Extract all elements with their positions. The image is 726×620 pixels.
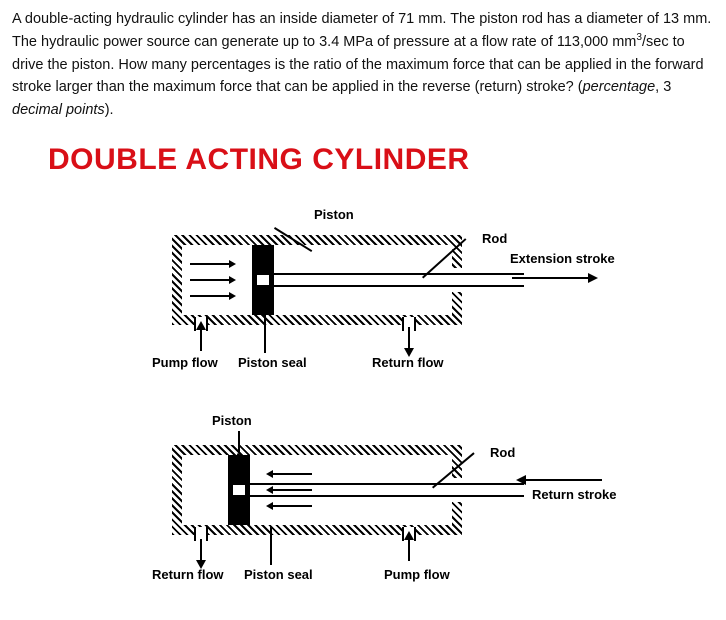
leader-piston-seal-top [264, 315, 266, 353]
label-pump-flow-top: Pump flow [152, 355, 218, 370]
label-return-flow-bottom: Return flow [152, 567, 224, 582]
leader-piston-seal-bottom [270, 527, 272, 565]
diagram: Piston Rod Extension stroke Pump flow Pi… [12, 195, 712, 615]
leader-piston-bottom-v [238, 431, 240, 453]
arrow-return-flow-top [408, 327, 410, 349]
arrow-return [524, 479, 602, 481]
label-rod-bottom: Rod [490, 445, 515, 460]
piston-block-b [228, 455, 250, 525]
label-piston-seal-top: Piston seal [238, 355, 307, 370]
label-rod-top: Rod [482, 231, 507, 246]
arrow-extension [512, 277, 590, 279]
internal-flow-arrows-b [272, 467, 328, 513]
piston-rod [274, 273, 524, 287]
cylinder-extension [172, 235, 462, 325]
label-piston-top: Piston [314, 207, 354, 222]
cylinder-return [172, 445, 462, 535]
label-piston-seal-bottom: Piston seal [244, 567, 313, 582]
arrow-pump-flow-bottom [408, 539, 410, 561]
label-piston-bottom: Piston [212, 413, 252, 428]
piston-block [252, 245, 274, 315]
label-return-stroke: Return stroke [532, 487, 617, 502]
problem-statement: A double-acting hydraulic cylinder has a… [12, 8, 714, 121]
label-extension-stroke: Extension stroke [510, 251, 615, 266]
diagram-title: DOUBLE ACTING CYLINDER [48, 143, 714, 177]
label-return-flow-top: Return flow [372, 355, 444, 370]
label-pump-flow-bottom: Pump flow [384, 567, 450, 582]
arrow-return-flow-bottom [200, 539, 202, 561]
arrow-pump-flow-top [200, 329, 202, 351]
internal-flow-arrows [190, 257, 246, 303]
